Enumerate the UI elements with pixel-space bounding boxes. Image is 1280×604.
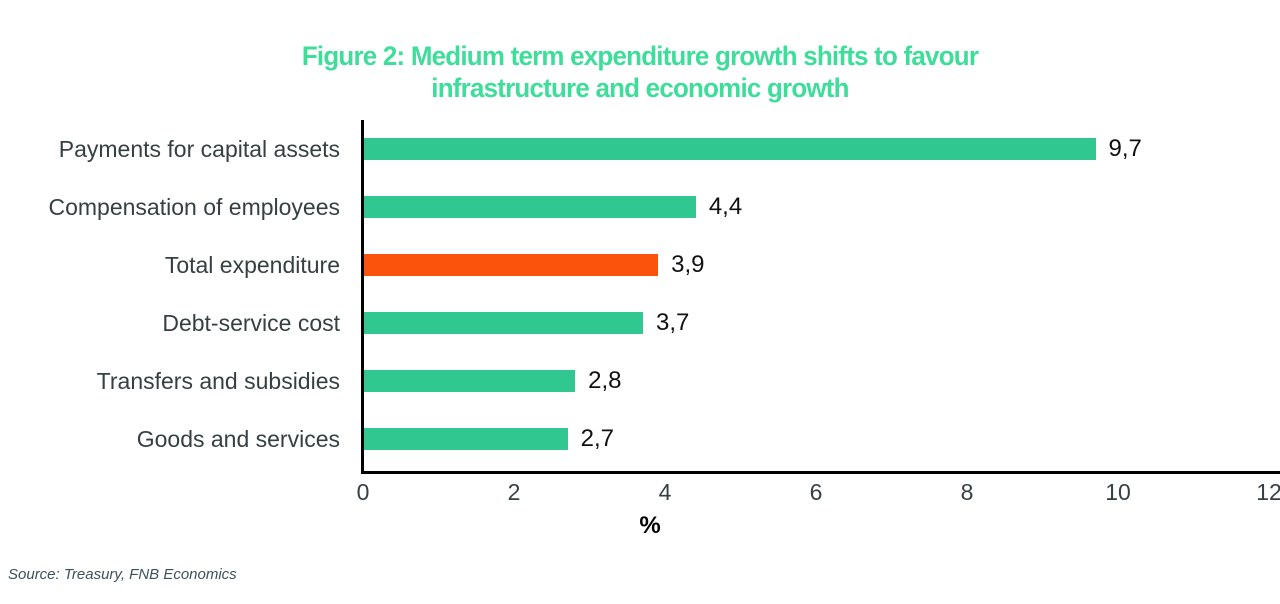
x-tick: 8 (960, 479, 974, 505)
bar-row: Transfers and subsidies 2,8 (0, 352, 1280, 410)
category-label: Goods and services (136, 426, 340, 452)
chart-title-line1: Figure 2: Medium term expenditure growth… (301, 41, 979, 71)
x-tick: 2 (507, 479, 521, 505)
bar-track: 2,7 (364, 410, 1269, 468)
value-label: 3,9 (671, 251, 705, 278)
x-axis-label: % (639, 512, 661, 539)
x-tick: 6 (809, 479, 823, 505)
x-tick: 12 (1256, 479, 1280, 505)
bar-track: 3,7 (364, 294, 1269, 352)
bar-track: 3,9 (364, 236, 1269, 294)
category-label: Payments for capital assets (58, 136, 340, 162)
plot-area: Payments for capital assets 9,7 Compensa… (0, 120, 1280, 474)
x-tick: 10 (1105, 479, 1131, 505)
value-label: 4,4 (708, 193, 743, 220)
bar-track: 4,4 (364, 178, 1269, 236)
y-axis-line (361, 120, 364, 474)
chart-title: Figure 2: Medium term expenditure growth… (26, 40, 1255, 104)
bar (364, 428, 568, 450)
x-axis-ticks: 0 2 4 6 8 10 12 (357, 479, 1280, 509)
bar-track: 9,7 (364, 120, 1269, 178)
category-label: Compensation of employees (48, 194, 341, 220)
value-label: 2,8 (588, 367, 622, 394)
bar-row: Payments for capital assets 9,7 (0, 120, 1280, 178)
bar-row: Total expenditure 3,9 (0, 236, 1280, 294)
bar (364, 312, 644, 334)
value-label: 3,7 (656, 309, 690, 336)
category-label: Transfers and subsidies (96, 368, 340, 394)
x-axis-line (361, 471, 1280, 474)
source-note: Source: Treasury, FNB Economics (8, 566, 237, 583)
value-label: 9,7 (1108, 135, 1142, 162)
bar (364, 196, 696, 218)
bar-highlighted (364, 254, 659, 276)
category-label: Debt-service cost (162, 310, 340, 336)
category-label: Total expenditure (164, 252, 340, 278)
bar-track: 2,8 (364, 352, 1269, 410)
chart-title-line2: infrastructure and economic growth (431, 73, 849, 103)
bar-row: Compensation of employees 4,4 (0, 178, 1280, 236)
bar (364, 370, 576, 392)
x-tick: 0 (356, 479, 370, 505)
value-label: 2,7 (580, 425, 614, 452)
bar (364, 138, 1096, 160)
x-tick: 4 (658, 479, 672, 505)
bar-row: Goods and services 2,7 (0, 410, 1280, 468)
bar-row: Debt-service cost 3,7 (0, 294, 1280, 352)
